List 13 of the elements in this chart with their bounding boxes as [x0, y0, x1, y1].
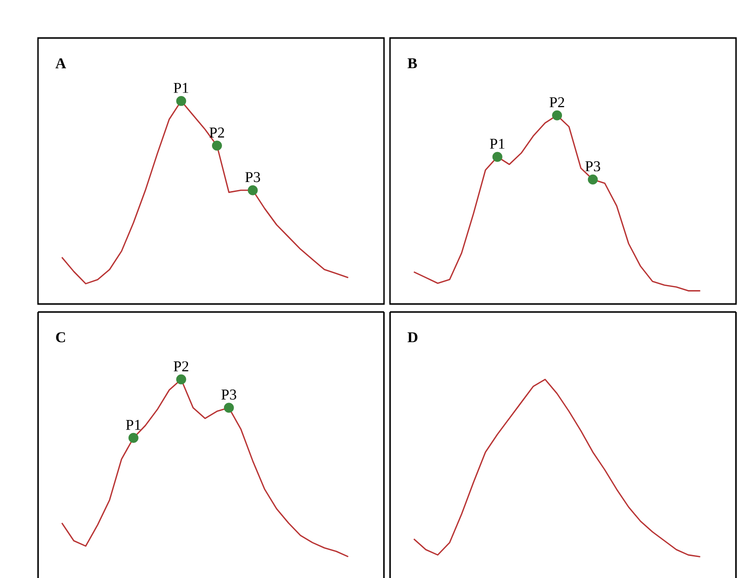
annotation: P3 [585, 161, 600, 172]
chart-title: D [408, 332, 418, 342]
annotation: P1 [126, 420, 140, 430]
chart-title: C [56, 332, 66, 342]
chart-title: B [408, 58, 417, 68]
annotation: P2 [550, 97, 564, 108]
annotation: P1 [174, 82, 188, 93]
annotation: P1 [490, 138, 504, 149]
chart-title: A [56, 58, 66, 68]
annotation: P3 [221, 390, 236, 400]
annotation: P3 [245, 172, 260, 182]
annotation: P2 [174, 361, 188, 372]
annotation: P2 [210, 128, 224, 138]
